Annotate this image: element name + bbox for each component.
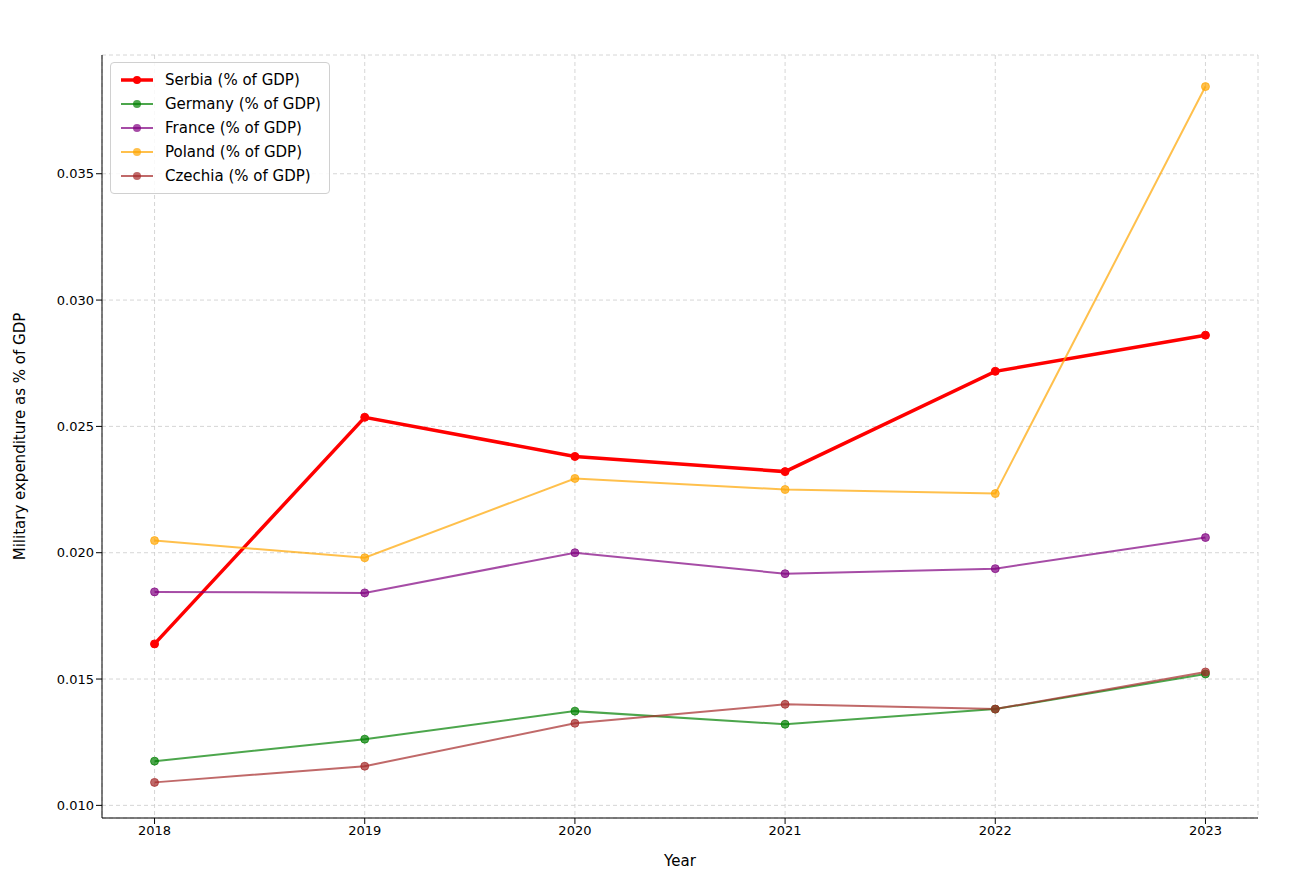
svg-text:2023: 2023 (1189, 823, 1222, 838)
html-text:Czechia (% of GDP): Czechia (% of GDP) (165, 167, 311, 185)
html-text:Poland (% of GDP): Poland (% of GDP) (165, 143, 302, 161)
html-text:France (% of GDP): France (% of GDP) (165, 119, 302, 137)
html-text:Serbia (% of GDP): Serbia (% of GDP) (165, 71, 300, 89)
svg-text:Year: Year (663, 852, 697, 870)
html-text:Germany (% of GDP): Germany (% of GDP) (165, 95, 321, 113)
svg-text:2022: 2022 (979, 823, 1012, 838)
svg-text:0.030: 0.030 (57, 293, 94, 308)
svg-text:2019: 2019 (348, 823, 381, 838)
svg-text:0.020: 0.020 (57, 545, 94, 560)
svg-text:0.035: 0.035 (57, 166, 94, 181)
svg-text:0.025: 0.025 (57, 419, 94, 434)
svg-text:2021: 2021 (769, 823, 802, 838)
svg-text:2020: 2020 (558, 823, 591, 838)
svg-text:2018: 2018 (138, 823, 171, 838)
svg-text:Military expenditure as % of G: Military expenditure as % of GDP (11, 313, 29, 561)
svg-text:0.010: 0.010 (57, 798, 94, 813)
svg-text:0.015: 0.015 (57, 672, 94, 687)
